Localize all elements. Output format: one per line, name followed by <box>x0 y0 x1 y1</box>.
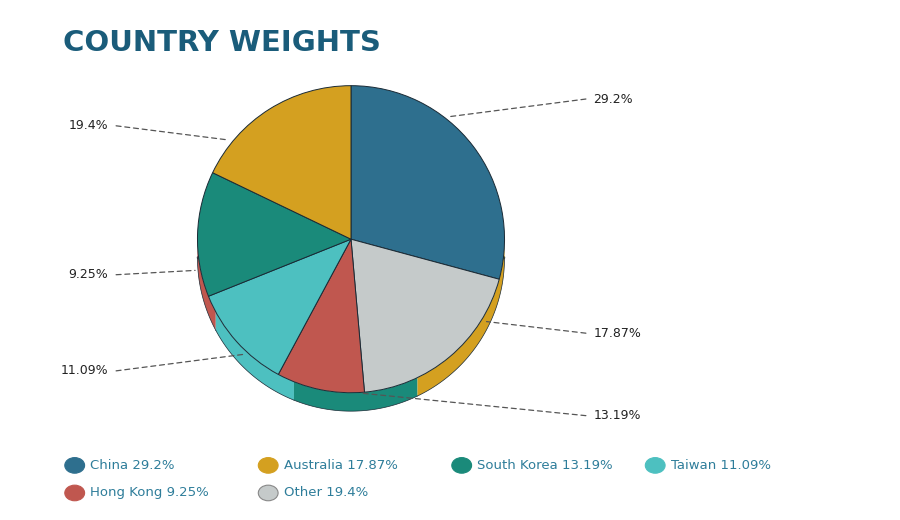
Text: 11.09%: 11.09% <box>61 365 108 378</box>
Text: Other 19.4%: Other 19.4% <box>284 487 368 499</box>
Text: COUNTRY WEIGHTS: COUNTRY WEIGHTS <box>63 29 381 57</box>
Ellipse shape <box>197 245 505 270</box>
Text: China 29.2%: China 29.2% <box>90 459 175 472</box>
Wedge shape <box>351 86 505 279</box>
Polygon shape <box>294 378 418 411</box>
Wedge shape <box>209 239 351 374</box>
Wedge shape <box>212 86 351 239</box>
Text: 17.87%: 17.87% <box>594 327 642 340</box>
Text: 13.19%: 13.19% <box>594 409 641 422</box>
Text: 9.25%: 9.25% <box>68 268 108 281</box>
Polygon shape <box>216 312 294 400</box>
Wedge shape <box>278 239 365 393</box>
Text: Australia 17.87%: Australia 17.87% <box>284 459 398 472</box>
Text: 19.4%: 19.4% <box>68 119 108 132</box>
Text: 29.2%: 29.2% <box>594 93 634 106</box>
Wedge shape <box>351 239 500 392</box>
Polygon shape <box>418 239 505 396</box>
Polygon shape <box>197 239 216 330</box>
Wedge shape <box>197 173 351 296</box>
Text: Hong Kong 9.25%: Hong Kong 9.25% <box>90 487 209 499</box>
Text: South Korea 13.19%: South Korea 13.19% <box>477 459 613 472</box>
Text: Taiwan 11.09%: Taiwan 11.09% <box>670 459 770 472</box>
